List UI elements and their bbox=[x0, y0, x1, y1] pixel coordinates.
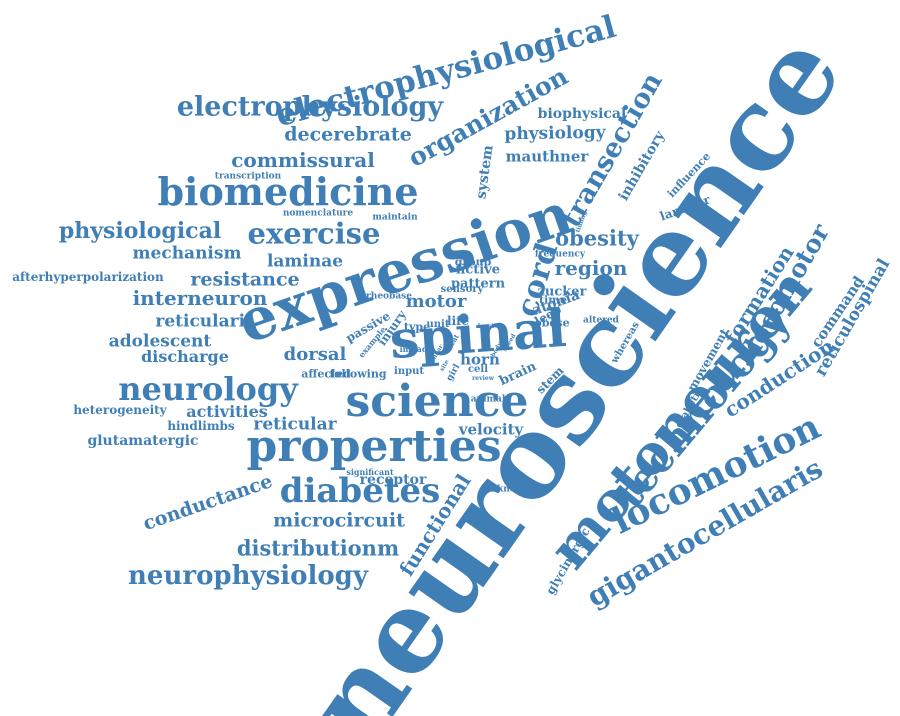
word-obesity: obesity bbox=[555, 225, 639, 251]
word-altered: altered bbox=[583, 315, 619, 326]
word-horn: horn bbox=[460, 350, 500, 369]
word-zucker: zucker bbox=[537, 284, 587, 300]
word-region: region bbox=[554, 256, 628, 280]
word-fictive: fictive bbox=[455, 262, 501, 278]
word-glutamatergic: glutamatergic bbox=[87, 433, 199, 449]
word-pattern: pattern bbox=[450, 276, 506, 292]
word-system: system bbox=[473, 144, 497, 200]
word-commissural: commissural bbox=[231, 148, 375, 172]
word-electrophysiology: electrophysiology bbox=[176, 91, 444, 123]
word-obese: obese bbox=[534, 316, 570, 330]
word-knowledge: knowledge bbox=[497, 484, 551, 495]
word-physiology: physiology bbox=[504, 122, 606, 145]
word-rheobase: rheobase bbox=[366, 291, 412, 302]
word-type: type bbox=[403, 320, 431, 334]
word-laminae: laminae bbox=[266, 251, 344, 272]
word-dorsal: dorsal bbox=[283, 344, 347, 365]
word-mechanism: mechanism bbox=[132, 243, 242, 264]
word-velocity: velocity bbox=[458, 420, 524, 439]
word-following: following bbox=[329, 367, 387, 381]
word-resistance: resistance bbox=[190, 268, 300, 291]
word-properties: properties bbox=[246, 421, 502, 472]
word-least: least bbox=[477, 323, 495, 330]
word-biophysical: biophysical bbox=[537, 106, 627, 122]
word-sensory: sensory bbox=[440, 284, 484, 295]
word-exercise: exercise bbox=[247, 216, 381, 251]
word-microcircuit: microcircuit bbox=[273, 509, 405, 532]
word-interneuron: interneuron bbox=[132, 286, 268, 310]
word-adolescent: adolescent bbox=[108, 331, 212, 352]
word-life: life bbox=[447, 314, 469, 328]
word-biomedicine: biomedicine bbox=[157, 169, 419, 214]
word-input: input bbox=[394, 366, 424, 377]
word-transcription: transcription bbox=[214, 171, 282, 182]
word-hindlimbs: hindlimbs bbox=[167, 419, 235, 433]
word-review: review bbox=[472, 375, 494, 382]
word-afterhyperpolarization: afterhyperpolarization bbox=[12, 270, 164, 284]
word-motor: motor bbox=[405, 291, 467, 312]
word-affected: affected bbox=[301, 367, 351, 381]
word-heterogeneity: heterogeneity bbox=[73, 403, 167, 417]
word-decerebrate: decerebrate bbox=[284, 123, 412, 146]
word-mauthner: mauthner bbox=[505, 147, 589, 166]
word-physiological: physiological bbox=[58, 218, 222, 244]
word-animal: animal bbox=[470, 394, 506, 405]
word-reticular: reticular bbox=[253, 414, 337, 435]
word-conductance: conductance bbox=[140, 470, 276, 535]
word-frequency: frequency bbox=[534, 249, 586, 260]
word-nomenclature: nomenclature bbox=[282, 208, 354, 219]
word-diabetes: diabetes bbox=[279, 471, 441, 511]
word-neurology: neurology bbox=[118, 370, 298, 408]
word-neurophysiology: neurophysiology bbox=[128, 561, 368, 591]
word-time: time bbox=[539, 293, 567, 307]
word-significant: significant bbox=[346, 467, 394, 477]
word-maintain: maintain bbox=[372, 212, 418, 223]
word-impact: impact bbox=[399, 344, 431, 354]
word-discharge: discharge bbox=[141, 347, 229, 366]
word-cell: cell bbox=[467, 364, 489, 375]
word-science: science bbox=[345, 376, 529, 427]
word-distributionm: distributionm bbox=[236, 535, 400, 561]
word-unit: unit bbox=[426, 319, 450, 330]
word-receptor: receptor bbox=[359, 472, 427, 488]
word-group: group bbox=[454, 255, 492, 269]
word-activities: activities bbox=[186, 402, 268, 421]
word-reticularis: reticularis bbox=[155, 311, 255, 332]
